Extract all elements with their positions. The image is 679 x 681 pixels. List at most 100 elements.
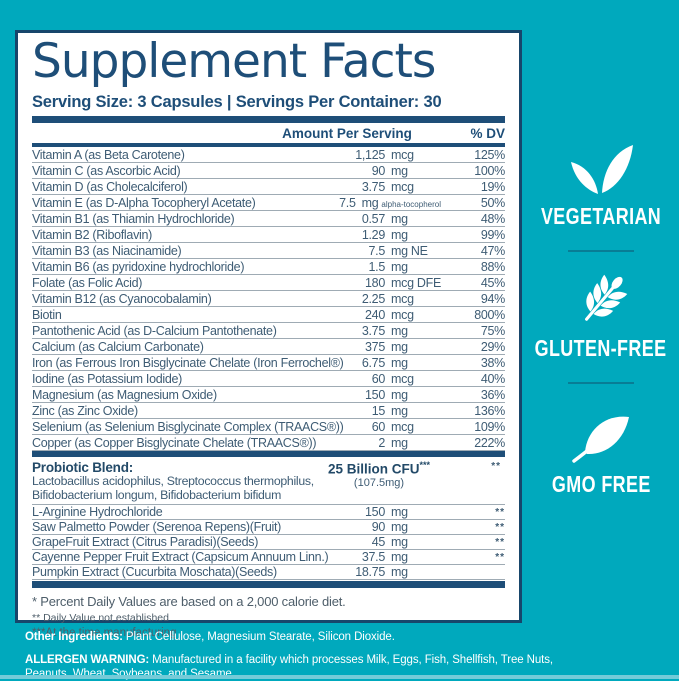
ingredient-name: Folate (as Folic Acid) [32, 275, 143, 290]
ingredient-name: Iron (as Ferrous Iron Bisglycinate Chela… [32, 355, 344, 370]
dv-cell: 800% [474, 307, 505, 322]
dv-cell: 50% [480, 195, 505, 210]
amount-cell: 1,125 mcg [355, 147, 414, 162]
amount-cell: 2.25 mcg [361, 291, 414, 306]
table-row: Pumpkin Extract (Cucurbita Moschata)(See… [32, 565, 505, 580]
bottom-edge-strip [0, 675, 679, 679]
amount-cell: 150 mg [365, 505, 408, 519]
ingredient-name: Vitamin B6 (as pyridoxine hydrochloride) [32, 259, 245, 274]
ingredient-name: Vitamin B2 (Riboflavin) [32, 227, 153, 242]
amount-cell: 15 mg [371, 403, 408, 418]
other-ingredients-line: Other Ingredients: Plant Cellulose, Magne… [25, 631, 395, 643]
table-row: Pantothenic Acid (as D-Calcium Pantothen… [32, 323, 505, 339]
ingredient-name: Calcium (as Calcium Carbonate) [32, 339, 204, 354]
table-row: Vitamin D (as Cholecalciferol) 3.75 mcg 19% [32, 179, 505, 195]
amount-cell: 7.5 mg NE [368, 243, 428, 258]
amount-cell: 180 mcg DFE [365, 275, 441, 290]
table-row: Magnesium (as Magnesium Oxide) 150 mg 36% [32, 387, 505, 403]
amount-cell: 37.5 mg [361, 550, 408, 564]
dv-cell: 99% [480, 227, 505, 242]
dv-cell: 109% [474, 419, 505, 434]
dv-cell: 100% [474, 163, 505, 178]
leaf-icon [572, 416, 629, 463]
ingredient-name: Vitamin C (as Ascorbic Acid) [32, 163, 181, 178]
serving-info: Serving Size: 3 Capsules | Servings Per … [32, 93, 442, 111]
dv-cell: 36% [480, 387, 505, 402]
probiotic-blend-title: Probiotic Blend: [32, 460, 134, 475]
probiotic-amount: 25 Billion CFU*** (107.5mg) [284, 460, 474, 489]
ingredient-name: Vitamin A (as Beta Carotene) [32, 147, 185, 162]
ingredient-name: L-Arginine Hydrochloride [32, 505, 163, 519]
amount-cell: 7.5 mg alpha-tocopherol [339, 195, 441, 210]
dv-cell: 136% [474, 403, 505, 418]
dv-cell: 88% [480, 259, 505, 274]
ingredient-name: Iodine (as Potassium Iodide) [32, 371, 183, 386]
ingredient-name: Vitamin B1 (as Thiamin Hydrochloride) [32, 211, 235, 226]
table-row: Iodine (as Potassium Iodide) 60 mcg 40% [32, 371, 505, 387]
amount-cell: 375 mg [365, 339, 408, 354]
table-row: Saw Palmetto Powder (Serenoa Repens)(Fru… [32, 520, 505, 535]
table-row: Selenium (as Selenium Bisglycinate Compl… [32, 419, 505, 435]
dv-cell: ** [495, 521, 505, 533]
other-ingredients-text: Plant Cellulose, Magnesium Stearate, Sil… [125, 631, 395, 643]
ingredient-name: Vitamin B3 (as Niacinamide) [32, 243, 182, 258]
table-row: Vitamin C (as Ascorbic Acid) 90 mg 100% [32, 163, 505, 179]
badge-gmo-free: GMO FREE [551, 471, 651, 497]
divider-thick-bottom [32, 581, 505, 588]
table-row: GrapeFruit Extract (Citrus Paradisi)(See… [32, 535, 505, 550]
ingredient-name: Zinc (as Zinc Oxide) [32, 403, 138, 418]
amount-note: alpha-tocopherol [381, 199, 441, 209]
probiotic-strains-line2: Bifidobacterium longum, Bifidobacterium … [32, 487, 282, 502]
dv-cell: 222% [474, 435, 505, 450]
ingredient-name: Vitamin E (as D-Alpha Tocopheryl Acetate… [32, 195, 256, 210]
supplement-facts-panel: Supplement Facts Serving Size: 3 Capsule… [15, 30, 522, 639]
dv-cell: ** [491, 461, 501, 472]
footnote-time-manufacturing: ***At the time manufacturing [32, 627, 177, 639]
divider-header [32, 143, 505, 147]
amount-cell: 240 mcg [365, 307, 414, 322]
table-row: Folate (as Folic Acid) 180 mcg DFE 45% [32, 275, 505, 291]
dv-cell: ** [495, 551, 505, 563]
dv-cell: ** [495, 506, 505, 518]
ingredient-name: Pantothenic Acid (as D-Calcium Pantothen… [32, 323, 277, 338]
ingredient-name: Magnesium (as Magnesium Oxide) [32, 387, 217, 402]
amount-cell: 3.75 mcg [361, 179, 414, 194]
probiotic-strains-line1: Lactobacillus acidophilus, Streptococcus… [32, 474, 314, 488]
amount-cell: 1.5 mg [368, 259, 409, 274]
badge-vegetarian: VEGETARIAN [540, 203, 662, 229]
table-row: Vitamin B2 (Riboflavin) 1.29 mg 99% [32, 227, 505, 243]
amount-cell: 18.75 mg [355, 565, 408, 579]
table-row: Zinc (as Zinc Oxide) 15 mg 136% [32, 403, 505, 419]
table-row: Vitamin B1 (as Thiamin Hydrochloride) 0.5… [32, 211, 505, 227]
badge-divider [568, 382, 634, 384]
sprout-icon [571, 145, 633, 194]
divider-probiotic [32, 451, 505, 457]
ingredient-name: Vitamin D (as Cholecalciferol) [32, 179, 188, 194]
table-row: Iron (as Ferrous Iron Bisglycinate Chela… [32, 355, 505, 371]
dv-cell: 40% [480, 371, 505, 386]
ingredient-name: Saw Palmetto Powder (Serenoa Repens)(Fru… [32, 520, 282, 534]
table-row: L-Arginine Hydrochloride 150 mg ** [32, 505, 505, 520]
ingredient-name: Pumpkin Extract (Cucurbita Moschata)(See… [32, 565, 277, 579]
amount-cell: 60 mcg [371, 371, 414, 386]
other-ingredients-label: Other Ingredients: [25, 631, 123, 643]
amount-cell: 0.57 mg [361, 211, 408, 226]
table-row: Biotin 240 mcg 800% [32, 307, 505, 323]
dv-cell: 29% [480, 339, 505, 354]
table-header: Amount Per Serving % DV [32, 123, 505, 143]
table-row: Vitamin B6 (as pyridoxine hydrochloride)… [32, 259, 505, 275]
table-row: Vitamin B12 (as Cyanocobalamin) 2.25 mcg 94… [32, 291, 505, 307]
badge-column: VEGETARIAN GLUTEN-FREE GMO FREE [525, 142, 677, 498]
table-row: Copper (as Copper Bisglycinate Chelate (… [32, 435, 505, 451]
table-row: Vitamin B3 (as Niacinamide) 7.5 mg NE 47% [32, 243, 505, 259]
ingredient-name: Vitamin B12 (as Cyanocobalamin) [32, 291, 212, 306]
page-title: Supplement Facts [32, 34, 436, 89]
footnote-dv-not-established: ** Daily Value not established [32, 612, 169, 624]
amount-cell: 45 mg [371, 535, 408, 549]
dv-cell: 125% [474, 147, 505, 162]
amount-cell: 90 mg [371, 520, 408, 534]
amount-cell: 1.29 mg [361, 227, 408, 242]
dv-cell: 47% [480, 243, 505, 258]
badge-gluten-free: GLUTEN-FREE [535, 335, 667, 361]
